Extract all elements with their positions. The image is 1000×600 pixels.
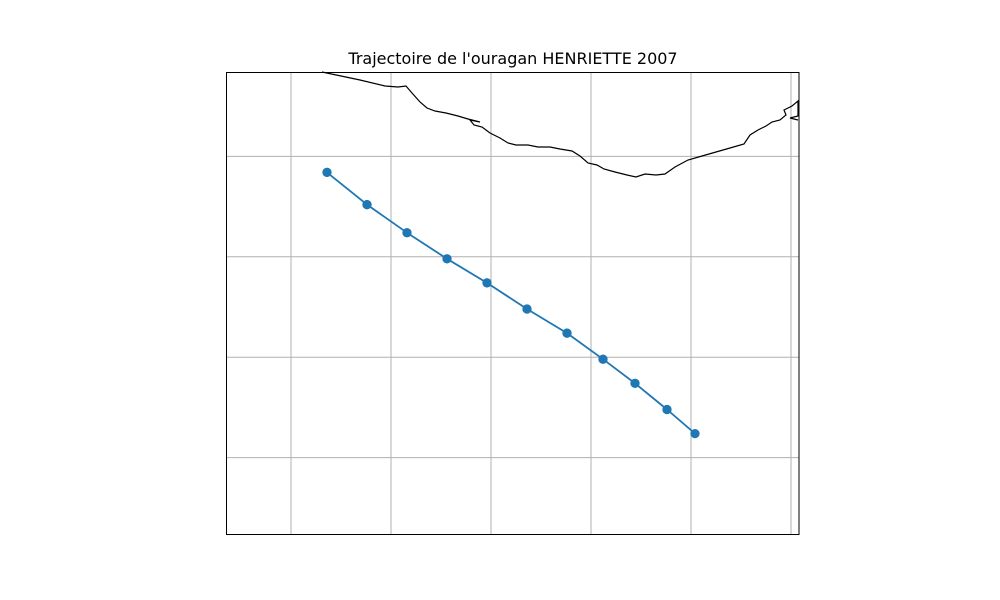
coastline [321, 71, 799, 178]
track-point [522, 304, 532, 314]
track-point [442, 254, 452, 264]
series-layer [322, 167, 700, 439]
gridlines [227, 72, 799, 534]
track-point [598, 354, 608, 364]
track-point [362, 200, 372, 210]
track-point [482, 278, 492, 288]
track-point [630, 378, 640, 388]
plot-frame [226, 72, 800, 535]
track-point [662, 404, 672, 415]
track-point [562, 328, 572, 338]
track-line-0 [326, 171, 696, 435]
track-point [402, 228, 412, 238]
track-point [690, 429, 700, 439]
chart-title: Trajectoire de l'ouragan HENRIETTE 2007 [347, 49, 677, 68]
track-point [322, 167, 332, 177]
